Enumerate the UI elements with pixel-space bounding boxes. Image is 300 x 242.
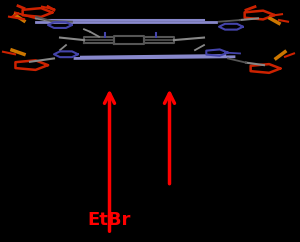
Text: EtBr: EtBr <box>88 211 131 229</box>
